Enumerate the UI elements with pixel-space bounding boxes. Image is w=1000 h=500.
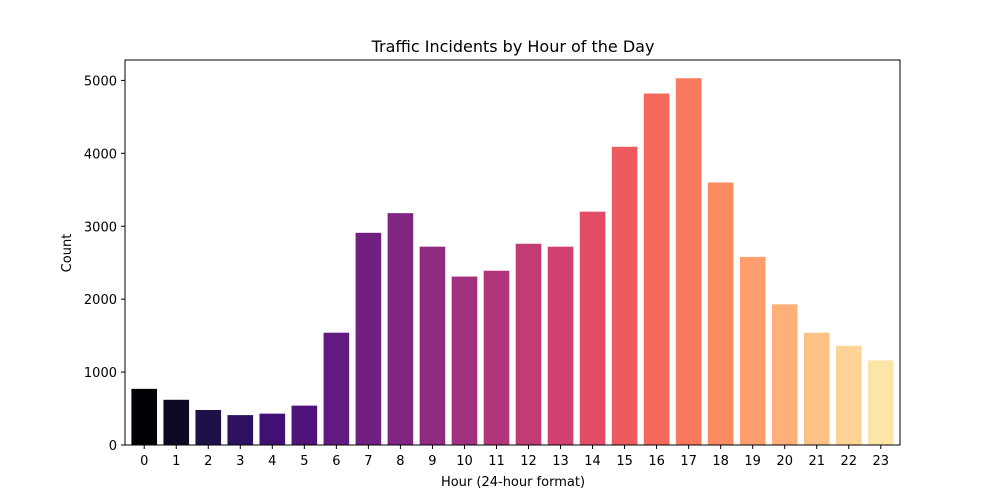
x-tick-label: 9 bbox=[428, 454, 436, 469]
bar-hour-13 bbox=[547, 246, 574, 445]
x-tick-label: 8 bbox=[396, 454, 404, 469]
bar-hour-23 bbox=[867, 360, 894, 445]
y-tick-label: 4000 bbox=[84, 147, 117, 162]
x-tick-label: 1 bbox=[172, 454, 180, 469]
y-tick-label: 3000 bbox=[84, 220, 117, 235]
bar-hour-22 bbox=[835, 345, 862, 445]
x-tick-label: 5 bbox=[300, 454, 308, 469]
y-tick-label: 0 bbox=[109, 439, 117, 454]
x-tick-label: 4 bbox=[268, 454, 276, 469]
x-tick-label: 23 bbox=[873, 454, 890, 469]
x-tick-label: 3 bbox=[236, 454, 244, 469]
bar-hour-15 bbox=[611, 146, 638, 446]
x-tick-label: 20 bbox=[776, 454, 793, 469]
bar-hour-19 bbox=[739, 256, 766, 445]
bar-hour-10 bbox=[451, 276, 478, 445]
x-tick-label: 6 bbox=[332, 454, 340, 469]
x-tick-label: 7 bbox=[364, 454, 372, 469]
bar-hour-9 bbox=[419, 246, 446, 445]
bar-hour-1 bbox=[163, 399, 190, 445]
x-tick-label: 14 bbox=[584, 454, 601, 469]
x-tick-label: 10 bbox=[456, 454, 473, 469]
bar-hour-11 bbox=[483, 270, 510, 445]
bar-hour-20 bbox=[771, 304, 798, 445]
bar-hour-18 bbox=[707, 182, 734, 445]
y-tick-label: 2000 bbox=[84, 293, 117, 308]
bar-hour-12 bbox=[515, 243, 542, 445]
x-tick-label: 21 bbox=[808, 454, 825, 469]
x-tick-label: 18 bbox=[712, 454, 729, 469]
x-tick-label: 19 bbox=[744, 454, 761, 469]
x-tick-label: 0 bbox=[140, 454, 148, 469]
x-tick-label: 12 bbox=[520, 454, 537, 469]
bar-hour-2 bbox=[195, 410, 222, 445]
bars-group bbox=[131, 78, 894, 446]
plot-frame bbox=[124, 59, 901, 446]
bar-hour-7 bbox=[355, 232, 382, 445]
x-tick-label: 13 bbox=[552, 454, 569, 469]
y-tick-label: 1000 bbox=[84, 366, 117, 381]
bar-hour-8 bbox=[387, 213, 414, 445]
bar-hour-0 bbox=[131, 388, 158, 445]
bar-hour-14 bbox=[579, 211, 606, 445]
bar-hour-21 bbox=[803, 332, 830, 445]
y-axis-ticks: 0 1000 2000 3000 4000 5000 bbox=[84, 74, 125, 454]
bar-hour-17 bbox=[675, 78, 702, 446]
x-axis-ticks: 0 1 2 3 4 5 6 7 8 9 10 11 12 13 14 15 16 17 18 19 20 21 22 23 bbox=[140, 445, 889, 469]
bar-hour-5 bbox=[291, 405, 318, 445]
x-tick-label: 15 bbox=[616, 454, 633, 469]
x-axis-label: Hour (24-hour format) bbox=[441, 475, 585, 490]
bar-hour-6 bbox=[323, 332, 350, 445]
bar-hour-4 bbox=[259, 413, 286, 445]
x-tick-label: 11 bbox=[488, 454, 505, 469]
x-tick-label: 22 bbox=[840, 454, 857, 469]
y-axis-label: Count bbox=[60, 234, 75, 273]
x-tick-label: 2 bbox=[204, 454, 212, 469]
chart-title: Traffic Incidents by Hour of the Day bbox=[371, 37, 655, 56]
bar-hour-3 bbox=[227, 415, 254, 445]
x-tick-label: 16 bbox=[648, 454, 665, 469]
y-tick-label: 5000 bbox=[84, 74, 117, 89]
x-tick-label: 17 bbox=[680, 454, 697, 469]
bar-hour-16 bbox=[643, 93, 670, 446]
